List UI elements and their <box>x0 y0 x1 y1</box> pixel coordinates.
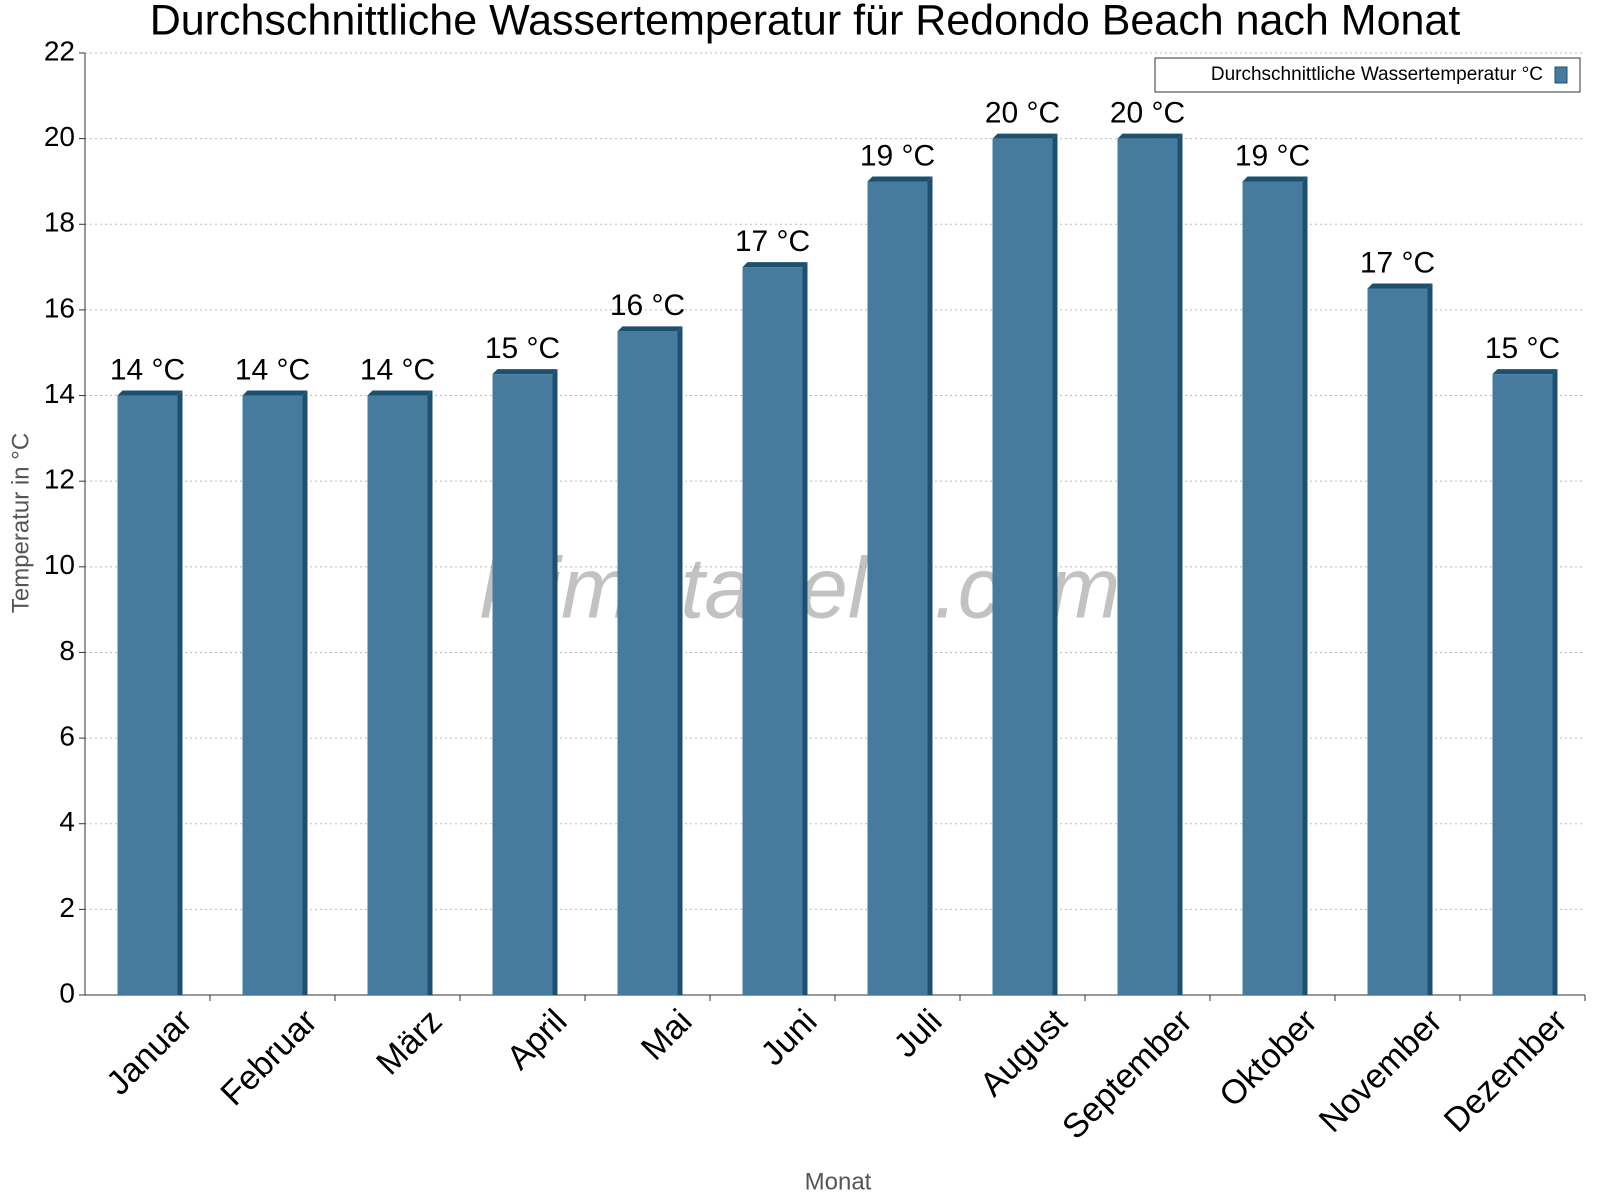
legend-swatch <box>1554 66 1568 84</box>
bar-side <box>427 390 433 996</box>
legend-label: Durchschnittliche Wassertemperatur °C <box>1211 64 1543 85</box>
y-tick-label: 8 <box>59 635 75 666</box>
bar-group <box>742 262 808 995</box>
value-label: 19 °C <box>860 139 935 172</box>
y-tick-label: 20 <box>44 121 75 152</box>
y-tick-label: 22 <box>44 35 75 66</box>
value-label: 14 °C <box>360 353 435 386</box>
bar-group <box>1492 369 1558 995</box>
bar <box>492 374 553 995</box>
bar-top <box>242 390 308 396</box>
bar-group <box>867 176 933 996</box>
value-label: 17 °C <box>1360 246 1435 279</box>
bar-top <box>1492 369 1558 375</box>
bar-group <box>1367 283 1433 995</box>
value-label: 15 °C <box>485 332 560 365</box>
bar-group <box>1242 176 1308 996</box>
bar-top <box>117 390 183 396</box>
y-tick-label: 10 <box>44 549 75 580</box>
value-label: 16 °C <box>610 289 685 322</box>
bar-top <box>867 176 933 182</box>
x-axis-title: Monat <box>805 1168 872 1195</box>
y-tick-label: 6 <box>59 720 75 751</box>
value-label: 17 °C <box>735 225 810 258</box>
bar <box>1117 138 1178 996</box>
bar-group <box>1117 133 1183 996</box>
bar-side <box>1552 369 1558 995</box>
bar-side <box>927 176 933 996</box>
bar-top <box>742 262 808 268</box>
bar-side <box>802 262 808 995</box>
bar-group <box>367 390 433 996</box>
bar-side <box>552 369 558 995</box>
y-tick-label: 14 <box>44 378 75 409</box>
bar <box>617 331 678 995</box>
bar <box>1492 374 1553 995</box>
y-tick-label: 0 <box>59 977 75 1008</box>
bar-side <box>1427 283 1433 995</box>
bar <box>867 181 928 996</box>
bar-side <box>177 390 183 996</box>
bar-top <box>992 133 1058 139</box>
bar-top <box>1242 176 1308 182</box>
value-label: 20 °C <box>985 97 1060 130</box>
y-tick-label: 18 <box>44 207 75 238</box>
bar-side <box>1302 176 1308 996</box>
bar <box>242 395 303 996</box>
y-tick-label: 2 <box>59 892 75 923</box>
bar <box>1242 181 1303 996</box>
bar-group <box>992 133 1058 996</box>
value-label: 15 °C <box>1485 332 1560 365</box>
bar-group <box>242 390 308 996</box>
bar-side <box>677 326 683 995</box>
bar-top <box>1367 283 1433 289</box>
bar <box>992 138 1053 996</box>
bar-top <box>367 390 433 396</box>
bar-top <box>492 369 558 375</box>
y-tick-label: 4 <box>59 806 75 837</box>
value-label: 14 °C <box>110 353 185 386</box>
bar-side <box>1177 133 1183 996</box>
legend-box <box>1154 57 1581 93</box>
bar-group <box>617 326 683 995</box>
y-tick-label: 16 <box>44 292 75 323</box>
bar <box>117 395 178 996</box>
bar-group <box>117 390 183 996</box>
chart-title: Durchschnittliche Wassertemperatur für R… <box>150 0 1461 44</box>
bar <box>1367 288 1428 995</box>
y-axis-title: Temperatur in °C <box>7 433 34 613</box>
bar-top <box>1117 133 1183 139</box>
bar <box>742 267 803 995</box>
bar-top <box>617 326 683 332</box>
value-label: 19 °C <box>1235 139 1310 172</box>
bar-side <box>302 390 308 996</box>
bar-group <box>492 369 558 995</box>
bar-side <box>1052 133 1058 996</box>
value-label: 14 °C <box>235 353 310 386</box>
value-label: 20 °C <box>1110 97 1185 130</box>
bar <box>367 395 428 996</box>
y-tick-label: 12 <box>44 464 75 495</box>
